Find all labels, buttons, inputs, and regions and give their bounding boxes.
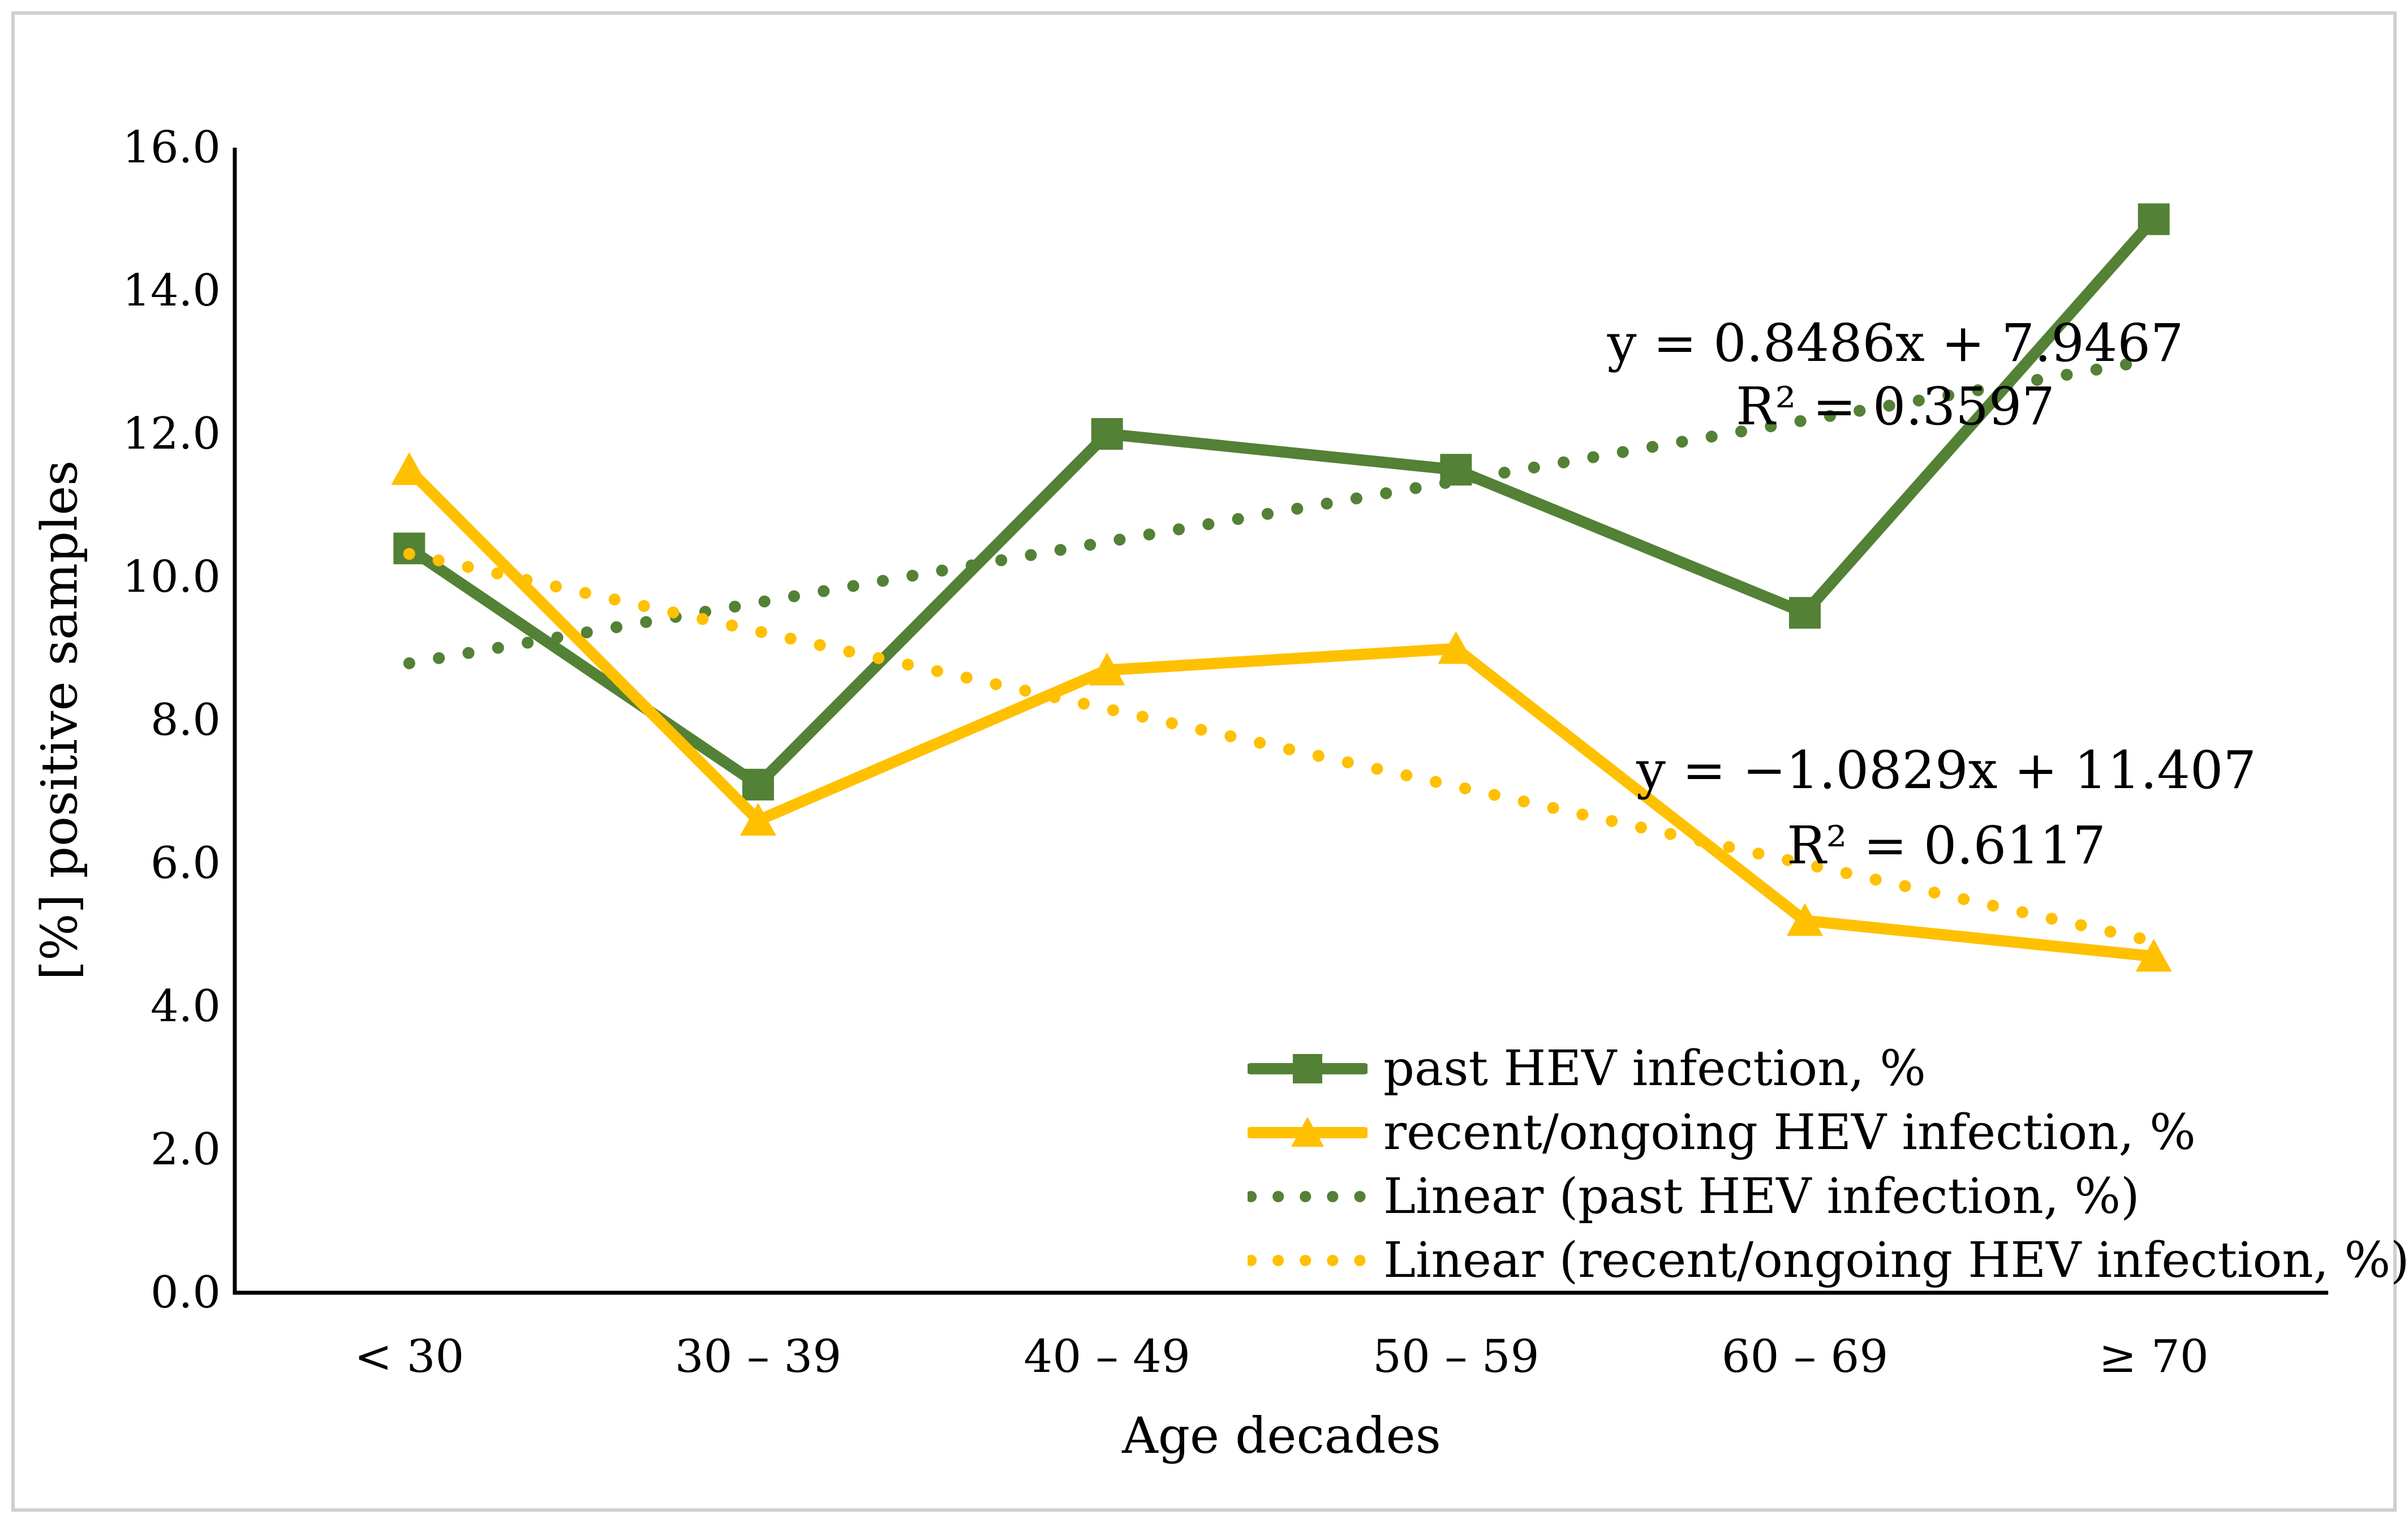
data-point-marker — [2138, 203, 2170, 235]
equation-text: y = −1.0829x + 11.407 — [1636, 740, 2256, 801]
chart-legend: past HEV infection, % recent/ongoing HEV … — [1248, 1036, 2408, 1292]
data-point-marker — [1438, 631, 1474, 664]
legend-line-marker-icon — [1248, 1116, 1368, 1147]
data-point-marker — [391, 452, 428, 485]
y-tick-label: 4.0 — [150, 981, 221, 1032]
legend-line-marker-icon — [1248, 1053, 1368, 1083]
trendline-dotted — [403, 354, 2160, 669]
x-tick-label: 30 – 39 — [674, 1330, 842, 1383]
data-point-marker — [1787, 903, 1823, 936]
legend-item-label: past HEV infection, % — [1383, 1040, 1926, 1097]
r-squared-text: R² = 0.6117 — [1787, 815, 2106, 876]
legend-item-label: Linear (past HEV infection, %) — [1383, 1168, 2140, 1225]
y-tick-label: 12.0 — [122, 408, 221, 459]
axis-lines — [233, 148, 2328, 1295]
series-line — [403, 464, 2160, 962]
legend-item: recent/ongoing HEV infection, % — [1248, 1100, 2408, 1164]
equation-text: y = 0.8486x + 7.9467 — [1607, 313, 2184, 373]
x-axis-title: Age decades — [1122, 1406, 1441, 1465]
x-tick-label: ≥ 70 — [2099, 1330, 2209, 1383]
data-point-marker — [1789, 597, 1821, 629]
legend-item: past HEV infection, % — [1248, 1036, 2408, 1100]
trendline-equation-recent: y = −1.0829x + 11.407 R² = 0.6117 — [1465, 739, 2408, 877]
y-axis-title: [%] positive samples — [30, 460, 89, 980]
trendline-dotted — [403, 548, 2160, 948]
legend-item: Linear (recent/ongoing HEV infection, %) — [1248, 1228, 2408, 1292]
y-tick-label: 0.0 — [150, 1267, 221, 1318]
x-tick-label: < 30 — [354, 1330, 465, 1383]
trendline-equation-past: y = 0.8486x + 7.9467 R² = 0.3597 — [1414, 312, 2376, 438]
y-tick-label: 14.0 — [122, 265, 221, 316]
legend-dotted-line-icon — [1248, 1190, 1368, 1202]
y-tick-label: 8.0 — [150, 695, 221, 746]
data-point-marker — [742, 768, 774, 801]
x-tick-label: 40 – 49 — [1024, 1330, 1190, 1383]
y-tick-label: 2.0 — [150, 1124, 221, 1175]
y-tick-label: 16.0 — [122, 122, 221, 173]
legend-item-label: Linear (recent/ongoing HEV infection, %) — [1383, 1232, 2408, 1289]
x-tick-label: 60 – 69 — [1721, 1330, 1889, 1383]
data-point-marker — [740, 803, 776, 836]
legend-item-label: recent/ongoing HEV infection, % — [1383, 1104, 2196, 1161]
x-tick-label: 50 – 59 — [1373, 1330, 1540, 1383]
series-line — [403, 213, 2160, 790]
data-point-marker — [2135, 939, 2172, 972]
data-point-marker — [1089, 652, 1125, 686]
legend-item: Linear (past HEV infection, %) — [1248, 1164, 2408, 1228]
y-tick-label: 10.0 — [122, 552, 221, 603]
legend-dotted-line-icon — [1248, 1254, 1368, 1266]
data-point-marker — [1091, 418, 1123, 450]
r-squared-text: R² = 0.3597 — [1736, 376, 2055, 437]
y-tick-label: 6.0 — [150, 838, 221, 889]
